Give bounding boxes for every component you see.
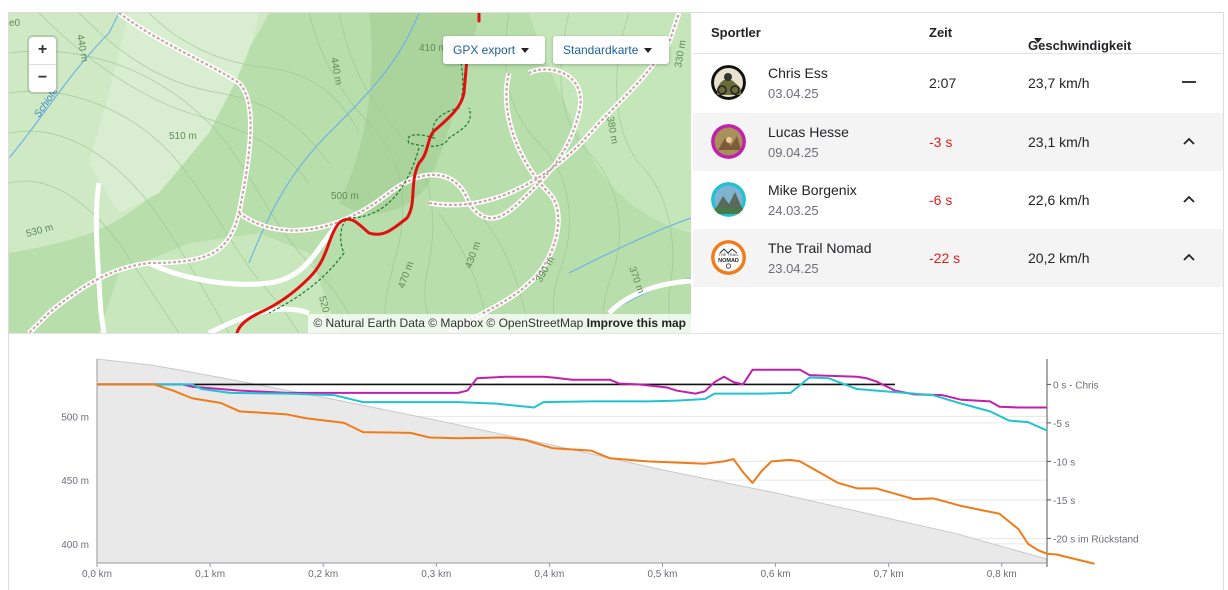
logo-text: THE TRAIL [718, 252, 739, 257]
series-line [97, 383, 1095, 565]
segment-map[interactable]: 440 m 440 m 410 m 330 m 510 m 380 m 500 … [9, 13, 691, 333]
leaderboard-header: Sportler Zeit Geschwindigkeit [693, 13, 1223, 54]
athlete-name[interactable]: The Trail Nomad [768, 240, 872, 256]
attribution-text: © Natural Earth Data © Mapbox © OpenStre… [313, 316, 584, 330]
x-tick-label: 0,1 km [195, 569, 225, 580]
athlete-name[interactable]: Mike Borgenix [768, 182, 857, 198]
leaderboard-row[interactable]: Chris Ess 03.04.25 2:07 23,7 km/h [693, 54, 1223, 112]
x-tick-label: 0,2 km [308, 569, 338, 580]
athlete-speed: 22,6 km/h [1028, 192, 1090, 208]
delta-tick-label: -15 s [1053, 496, 1075, 507]
series-line [97, 376, 1048, 432]
caret-down-icon [1034, 38, 1042, 43]
athlete-time: 2:07 [929, 75, 957, 91]
delta-tick-label: 0 s - Chris [1053, 380, 1099, 391]
x-tick-label: 0,5 km [647, 569, 677, 580]
zoom-control: + − [29, 37, 56, 92]
elevation-area [96, 358, 1048, 564]
contour-label: 500 m [331, 191, 359, 202]
contour-label: 440 m [328, 57, 344, 86]
chevron-up-icon[interactable] [1179, 131, 1199, 151]
athlete-time: -22 s [929, 250, 961, 266]
gpx-export-label: GPX export [453, 43, 516, 57]
contour-label: 440 m [74, 34, 90, 63]
map-attribution: © Natural Earth Data © Mapbox © OpenStre… [308, 314, 691, 333]
x-tick-label: 0,6 km [761, 569, 791, 580]
segment-route [235, 13, 481, 333]
contour-label: e0 [9, 18, 21, 29]
contour-label: 380 m [604, 116, 620, 145]
contour-label: 510 m [169, 131, 197, 142]
athlete-date: 23.04.25 [768, 261, 819, 276]
contour-label: 410 m [419, 43, 447, 54]
athlete-date: 09.04.25 [768, 145, 819, 160]
avatar [711, 182, 746, 217]
athlete-time: -6 s [929, 192, 953, 208]
elevation-delta-chart[interactable]: 0,0 km 0,1 km 0,2 km 0,3 km 0,4 km 0,5 km 0,6 … [9, 345, 1219, 585]
improve-map-link[interactable]: Improve this map [586, 316, 686, 330]
map-terrain: 440 m 440 m 410 m 330 m 510 m 380 m 500 … [9, 13, 691, 333]
x-tick-label: 0,0 km [82, 569, 112, 580]
zoom-in-button[interactable]: + [29, 37, 56, 65]
time-column-header: Zeit [929, 25, 953, 40]
avatar: THE TRAIL NOMAD [711, 240, 746, 275]
delta-tick-label: -5 s [1053, 419, 1070, 430]
athlete-name[interactable]: Lucas Hesse [768, 124, 849, 140]
contour-lines [9, 13, 674, 333]
contour-label: 330 m [673, 39, 689, 68]
elevation-tick-label: 400 m [61, 540, 89, 551]
leaderboard-row[interactable]: Mike Borgenix 24.03.25 -6 s 22,6 km/h [693, 171, 1223, 229]
leaderboard-row[interactable]: Lucas Hesse 09.04.25 -3 s 23,1 km/h [693, 113, 1223, 171]
athlete-speed: 20,2 km/h [1028, 250, 1090, 266]
logo-text: NOMAD [718, 258, 739, 264]
caret-down-icon [644, 48, 653, 54]
leaderboard-row[interactable]: THE TRAIL NOMAD The Trail Nomad 23.04.25 … [693, 229, 1223, 287]
athlete-date: 03.04.25 [768, 86, 819, 101]
gpx-export-button[interactable]: GPX export [443, 36, 545, 64]
x-tick-label: 0,8 km [987, 569, 1017, 580]
delta-tick-label: -10 s [1053, 457, 1075, 468]
x-tick-label: 0,4 km [534, 569, 564, 580]
chevron-up-icon[interactable] [1179, 189, 1199, 209]
x-tick-label: 0,7 km [874, 569, 904, 580]
minus-icon[interactable] [1179, 72, 1199, 92]
map-clearing [89, 13, 259, 213]
page-frame [8, 12, 1224, 590]
map-style-dropdown[interactable]: Standardkarte [553, 36, 669, 64]
delta-tick-label: -20 s im Rückstand [1053, 534, 1139, 545]
chevron-up-icon[interactable] [1179, 247, 1199, 267]
zoom-out-button[interactable]: − [37, 69, 48, 86]
elevation-tick-label: 500 m [61, 412, 89, 423]
avatar [711, 65, 746, 100]
athlete-name[interactable]: Chris Ess [768, 65, 828, 81]
x-tick-label: 0,3 km [421, 569, 451, 580]
athlete-column-header: Sportler [711, 25, 761, 40]
elevation-tick-label: 450 m [61, 476, 89, 487]
map-style-label: Standardkarte [563, 43, 639, 57]
athlete-speed: 23,1 km/h [1028, 134, 1090, 150]
section-divider [9, 333, 1223, 334]
athlete-speed: 23,7 km/h [1028, 75, 1090, 91]
athlete-date: 24.03.25 [768, 203, 819, 218]
athlete-time: -3 s [929, 134, 953, 150]
avatar [711, 124, 746, 159]
caret-down-icon [521, 48, 530, 54]
speed-header-label: Geschwindigkeit [1028, 38, 1132, 53]
